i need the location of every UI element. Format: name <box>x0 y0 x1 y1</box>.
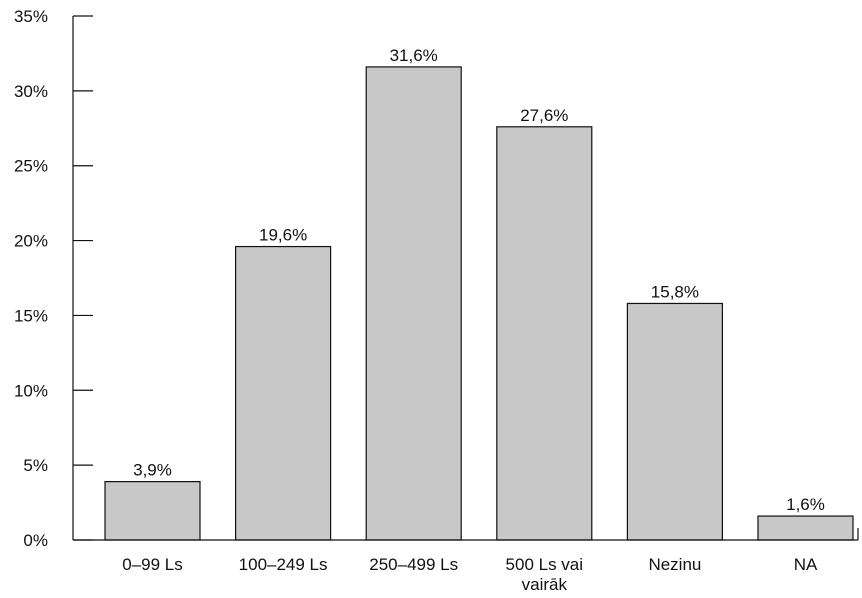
x-tick-label-line: vairāk <box>522 575 568 594</box>
data-label: 31,6% <box>390 46 438 65</box>
bar <box>757 515 854 541</box>
y-tick-label: 30% <box>14 82 48 101</box>
y-axis: 0% 5% 10% 15% 20% 25% 30% 35% <box>14 7 93 550</box>
y-tick-label: 10% <box>14 381 48 400</box>
data-label: 1,6% <box>786 495 825 514</box>
x-tick-label-line: 100–249 Ls <box>239 555 328 574</box>
x-tick-label: NA <box>794 555 818 574</box>
y-tick-label: 35% <box>14 7 48 26</box>
bar <box>365 66 462 541</box>
y-tick-label: 25% <box>14 157 48 176</box>
data-label: 27,6% <box>520 106 568 125</box>
x-tick-label: 500 Ls vai vairāk <box>506 555 584 594</box>
data-label: 3,9% <box>133 461 172 480</box>
x-axis: 0–99 Ls 100–249 Ls 250–499 Ls 500 Ls vai vai… <box>73 528 859 594</box>
bar <box>626 302 724 541</box>
bars <box>104 66 854 541</box>
data-label: 19,6% <box>259 226 307 245</box>
x-tick-label: 0–99 Ls <box>122 555 183 574</box>
y-tick-label: 5% <box>23 456 48 475</box>
x-tick-label: Nezinu <box>648 555 701 574</box>
x-tick-label-line: 500 Ls vai <box>506 555 584 574</box>
y-tick-label: 15% <box>14 306 48 325</box>
x-tick-label-line: 250–499 Ls <box>369 555 458 574</box>
bar <box>235 245 332 541</box>
data-label: 15,8% <box>651 282 699 301</box>
x-tick-label-line: Nezinu <box>648 555 701 574</box>
y-tick-label: 0% <box>23 531 48 550</box>
x-tick-label-line: NA <box>794 555 818 574</box>
x-tick-label-line: 0–99 Ls <box>122 555 183 574</box>
y-tick-label: 20% <box>14 232 48 251</box>
x-tick-label: 250–499 Ls <box>369 555 458 574</box>
data-labels: 3,9% 19,6% 31,6% 27,6% 15,8% 1,6% <box>133 46 825 514</box>
bar <box>104 481 201 541</box>
x-tick-label: 100–249 Ls <box>239 555 328 574</box>
bar <box>496 126 593 541</box>
